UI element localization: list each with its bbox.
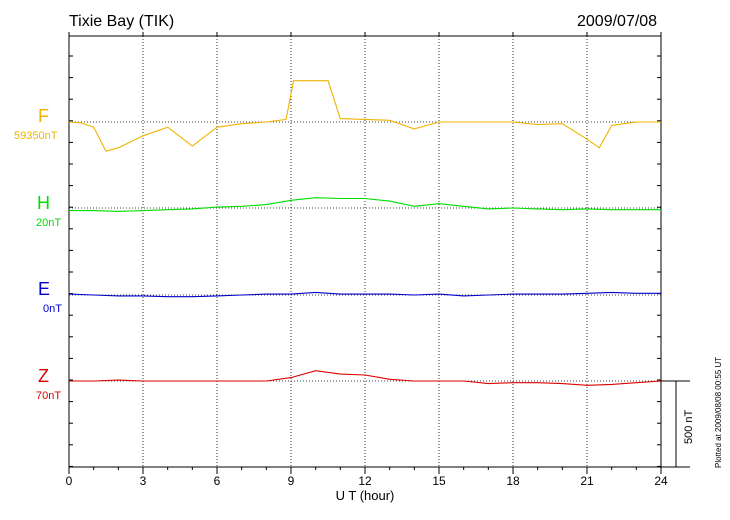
station-title: Tixie Bay (TIK) <box>69 13 175 30</box>
x-tick-label-15: 15 <box>432 474 446 488</box>
x-tick-label-21: 21 <box>580 474 594 488</box>
x-axis-label: U T (hour) <box>336 488 395 503</box>
h-baseline: 20nT <box>36 217 62 229</box>
x-tick-label-18: 18 <box>506 474 520 488</box>
z-baseline: 70nT <box>36 390 62 402</box>
grid <box>142 36 588 467</box>
axis-ticks <box>68 32 662 474</box>
z-label: Z <box>38 366 49 386</box>
h-label: H <box>37 193 50 213</box>
e-series-line <box>68 291 661 298</box>
x-tick-label-6: 6 <box>214 474 221 488</box>
x-tick-label-0: 0 <box>66 474 73 488</box>
x-tick-label-9: 9 <box>288 474 295 488</box>
x-tick-labels: 0 3 6 9 12 15 18 21 24 <box>66 474 668 488</box>
plotted-timestamp: Plotted at 2009/08/08 00:55 UT <box>714 356 723 468</box>
f-label: F <box>38 106 49 126</box>
f-baseline: 59350nT <box>14 130 58 142</box>
x-tick-label-3: 3 <box>140 474 147 488</box>
traces <box>68 80 662 386</box>
z-series-line <box>69 370 662 386</box>
x-tick-label-24: 24 <box>654 474 668 488</box>
e-baseline: 0nT <box>43 303 62 315</box>
h-series-line <box>69 197 661 212</box>
e-label: E <box>38 279 51 299</box>
f-series-line <box>68 80 661 152</box>
scale-bar-label: 500 nT <box>683 409 695 444</box>
x-tick-label-12: 12 <box>358 474 372 488</box>
date-title: 2009/07/08 <box>577 13 658 30</box>
scale-bar: 500 nT <box>661 380 695 468</box>
